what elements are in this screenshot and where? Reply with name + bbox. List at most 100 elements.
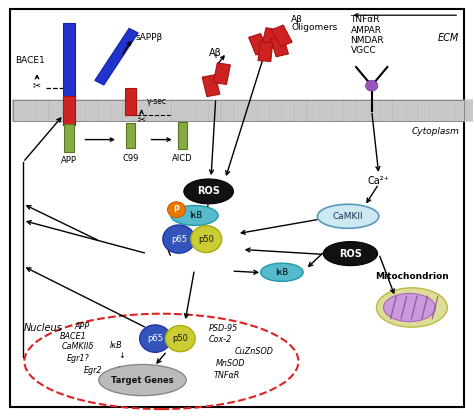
Text: ✂: ✂ — [33, 81, 41, 91]
FancyBboxPatch shape — [159, 100, 172, 121]
Circle shape — [365, 80, 378, 91]
FancyBboxPatch shape — [331, 100, 344, 121]
Polygon shape — [249, 34, 268, 55]
Text: CaMKIIδ: CaMKIIδ — [62, 342, 94, 352]
Text: ROS: ROS — [197, 186, 220, 196]
FancyBboxPatch shape — [123, 100, 135, 121]
Text: ↓: ↓ — [118, 351, 125, 360]
FancyBboxPatch shape — [467, 100, 474, 121]
Bar — [63, 23, 75, 100]
FancyBboxPatch shape — [418, 100, 430, 121]
Text: ROS: ROS — [339, 249, 362, 259]
FancyBboxPatch shape — [49, 100, 61, 121]
Text: CuZnSOD: CuZnSOD — [235, 347, 273, 356]
FancyBboxPatch shape — [307, 100, 319, 121]
FancyBboxPatch shape — [172, 100, 184, 121]
Ellipse shape — [318, 204, 379, 228]
Text: NMDAR: NMDAR — [350, 36, 384, 45]
FancyBboxPatch shape — [455, 100, 467, 121]
Text: Mitochondrion: Mitochondrion — [375, 272, 449, 281]
Text: NPY: NPY — [150, 366, 165, 376]
Text: IκB: IκB — [275, 268, 289, 277]
Text: Aβ: Aβ — [210, 48, 222, 58]
Text: IκB: IκB — [189, 211, 202, 220]
Ellipse shape — [163, 225, 195, 253]
Text: APP: APP — [61, 156, 77, 165]
FancyBboxPatch shape — [135, 100, 147, 121]
Circle shape — [167, 202, 185, 218]
Text: Egr1?: Egr1? — [67, 354, 90, 363]
FancyBboxPatch shape — [405, 100, 418, 121]
FancyBboxPatch shape — [246, 100, 258, 121]
Bar — [64, 124, 74, 152]
Text: C99: C99 — [122, 154, 139, 163]
Polygon shape — [258, 42, 273, 62]
Text: p50: p50 — [173, 334, 188, 343]
Text: IκB: IκB — [109, 341, 122, 350]
Text: TNFαR: TNFαR — [213, 371, 240, 379]
Text: ✂: ✂ — [137, 114, 146, 124]
FancyBboxPatch shape — [381, 100, 393, 121]
Ellipse shape — [383, 293, 436, 322]
Text: Nucleus: Nucleus — [24, 323, 63, 333]
Text: BACE1: BACE1 — [60, 332, 87, 341]
FancyBboxPatch shape — [344, 100, 356, 121]
Text: sAPPβ: sAPPβ — [136, 33, 163, 42]
Bar — [63, 96, 75, 125]
Polygon shape — [271, 36, 289, 57]
Polygon shape — [262, 28, 279, 48]
Bar — [12, 100, 464, 121]
FancyBboxPatch shape — [24, 100, 36, 121]
FancyBboxPatch shape — [368, 100, 381, 121]
FancyBboxPatch shape — [12, 100, 24, 121]
FancyBboxPatch shape — [295, 100, 307, 121]
Text: CaMKII: CaMKII — [333, 212, 364, 221]
Ellipse shape — [140, 325, 171, 352]
Polygon shape — [202, 75, 220, 97]
FancyBboxPatch shape — [319, 100, 331, 121]
FancyBboxPatch shape — [36, 100, 49, 121]
FancyBboxPatch shape — [86, 100, 98, 121]
FancyBboxPatch shape — [393, 100, 405, 121]
Polygon shape — [213, 63, 230, 84]
Ellipse shape — [184, 179, 234, 204]
FancyBboxPatch shape — [73, 100, 86, 121]
Text: P: P — [173, 205, 179, 214]
Text: p65: p65 — [147, 334, 163, 343]
Text: TNFαR: TNFαR — [350, 15, 380, 24]
FancyBboxPatch shape — [430, 100, 442, 121]
Text: BACE1: BACE1 — [15, 56, 45, 65]
Polygon shape — [272, 25, 292, 47]
FancyBboxPatch shape — [147, 100, 159, 121]
Bar — [178, 122, 187, 149]
FancyBboxPatch shape — [209, 100, 221, 121]
Text: Oligomers: Oligomers — [292, 23, 337, 32]
FancyBboxPatch shape — [61, 100, 73, 121]
Text: AMPAR: AMPAR — [350, 25, 382, 35]
Text: Cox-2: Cox-2 — [209, 335, 232, 344]
Ellipse shape — [376, 288, 447, 327]
Text: APP: APP — [74, 322, 89, 331]
Polygon shape — [95, 28, 138, 85]
Ellipse shape — [191, 225, 222, 253]
Text: PSD-95: PSD-95 — [209, 324, 238, 333]
Text: p65: p65 — [171, 235, 187, 244]
Ellipse shape — [323, 242, 378, 266]
FancyBboxPatch shape — [196, 100, 209, 121]
Ellipse shape — [165, 326, 195, 352]
Text: Target Genes: Target Genes — [111, 376, 174, 384]
Bar — [125, 88, 137, 115]
Text: p50: p50 — [198, 235, 214, 244]
FancyBboxPatch shape — [110, 100, 123, 121]
Ellipse shape — [261, 263, 303, 281]
FancyBboxPatch shape — [221, 100, 233, 121]
FancyBboxPatch shape — [258, 100, 270, 121]
Text: Egr2: Egr2 — [83, 366, 102, 376]
Text: Aβ: Aβ — [292, 15, 303, 24]
Text: ECM: ECM — [438, 33, 459, 43]
Ellipse shape — [99, 364, 186, 396]
FancyBboxPatch shape — [270, 100, 283, 121]
FancyBboxPatch shape — [233, 100, 246, 121]
Text: AICD: AICD — [173, 154, 193, 163]
Text: Cytoplasm: Cytoplasm — [411, 127, 459, 136]
